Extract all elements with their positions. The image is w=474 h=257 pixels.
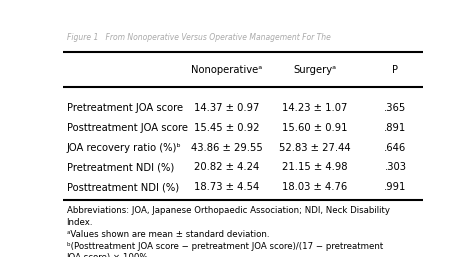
Text: JOA recovery ratio (%)ᵇ: JOA recovery ratio (%)ᵇ [66,143,182,153]
Text: ᵃValues shown are mean ± standard deviation.: ᵃValues shown are mean ± standard deviat… [66,230,269,239]
Text: Abbreviations: JOA, Japanese Orthopaedic Association; NDI, Neck Disability: Abbreviations: JOA, Japanese Orthopaedic… [66,206,390,215]
Text: 14.37 ± 0.97: 14.37 ± 0.97 [194,103,259,113]
Text: 18.03 ± 4.76: 18.03 ± 4.76 [282,182,347,192]
Text: Surgeryᵃ: Surgeryᵃ [293,66,336,76]
Text: .365: .365 [384,103,407,113]
Text: 18.73 ± 4.54: 18.73 ± 4.54 [194,182,259,192]
Text: .891: .891 [384,123,407,133]
Text: .646: .646 [384,143,407,153]
Text: Pretreatment NDI (%): Pretreatment NDI (%) [66,162,174,172]
Text: Nonoperativeᵃ: Nonoperativeᵃ [191,66,262,76]
Text: ᵇ(Posttreatment JOA score − pretreatment JOA score)/(17 − pretreatment: ᵇ(Posttreatment JOA score − pretreatment… [66,242,383,251]
Text: 14.23 ± 1.07: 14.23 ± 1.07 [282,103,347,113]
Text: P: P [392,66,398,76]
Text: Pretreatment JOA score: Pretreatment JOA score [66,103,182,113]
Text: .303: .303 [384,162,406,172]
Text: 20.82 ± 4.24: 20.82 ± 4.24 [194,162,259,172]
Text: 43.86 ± 29.55: 43.86 ± 29.55 [191,143,262,153]
Text: Posttreatment NDI (%): Posttreatment NDI (%) [66,182,179,192]
Text: Index.: Index. [66,218,93,227]
Text: Posttreatment JOA score: Posttreatment JOA score [66,123,188,133]
Text: JOA score) × 100%.: JOA score) × 100%. [66,253,151,257]
Text: 21.15 ± 4.98: 21.15 ± 4.98 [282,162,347,172]
Text: 52.83 ± 27.44: 52.83 ± 27.44 [279,143,350,153]
Text: .991: .991 [384,182,407,192]
Text: Figure 1   From Nonoperative Versus Operative Management For The: Figure 1 From Nonoperative Versus Operat… [66,33,330,42]
Text: 15.45 ± 0.92: 15.45 ± 0.92 [194,123,259,133]
Text: 15.60 ± 0.91: 15.60 ± 0.91 [282,123,347,133]
